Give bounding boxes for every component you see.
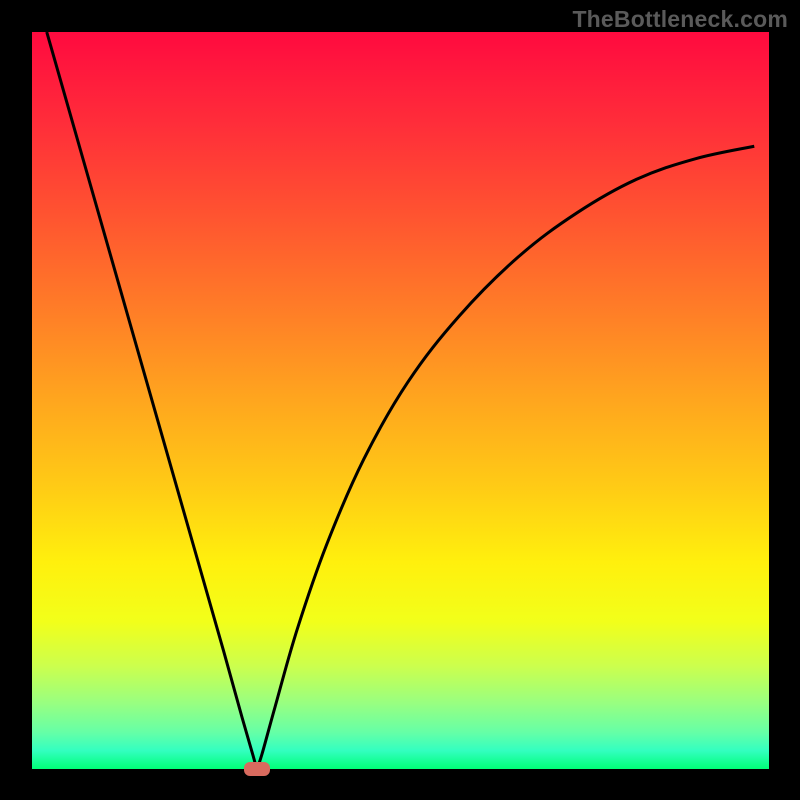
plot-background	[32, 32, 769, 769]
watermark: TheBottleneck.com	[572, 6, 788, 33]
chart-container: TheBottleneck.com	[0, 0, 800, 800]
plot-svg	[32, 32, 769, 769]
minimum-marker	[244, 762, 270, 776]
plot-area	[32, 32, 769, 769]
